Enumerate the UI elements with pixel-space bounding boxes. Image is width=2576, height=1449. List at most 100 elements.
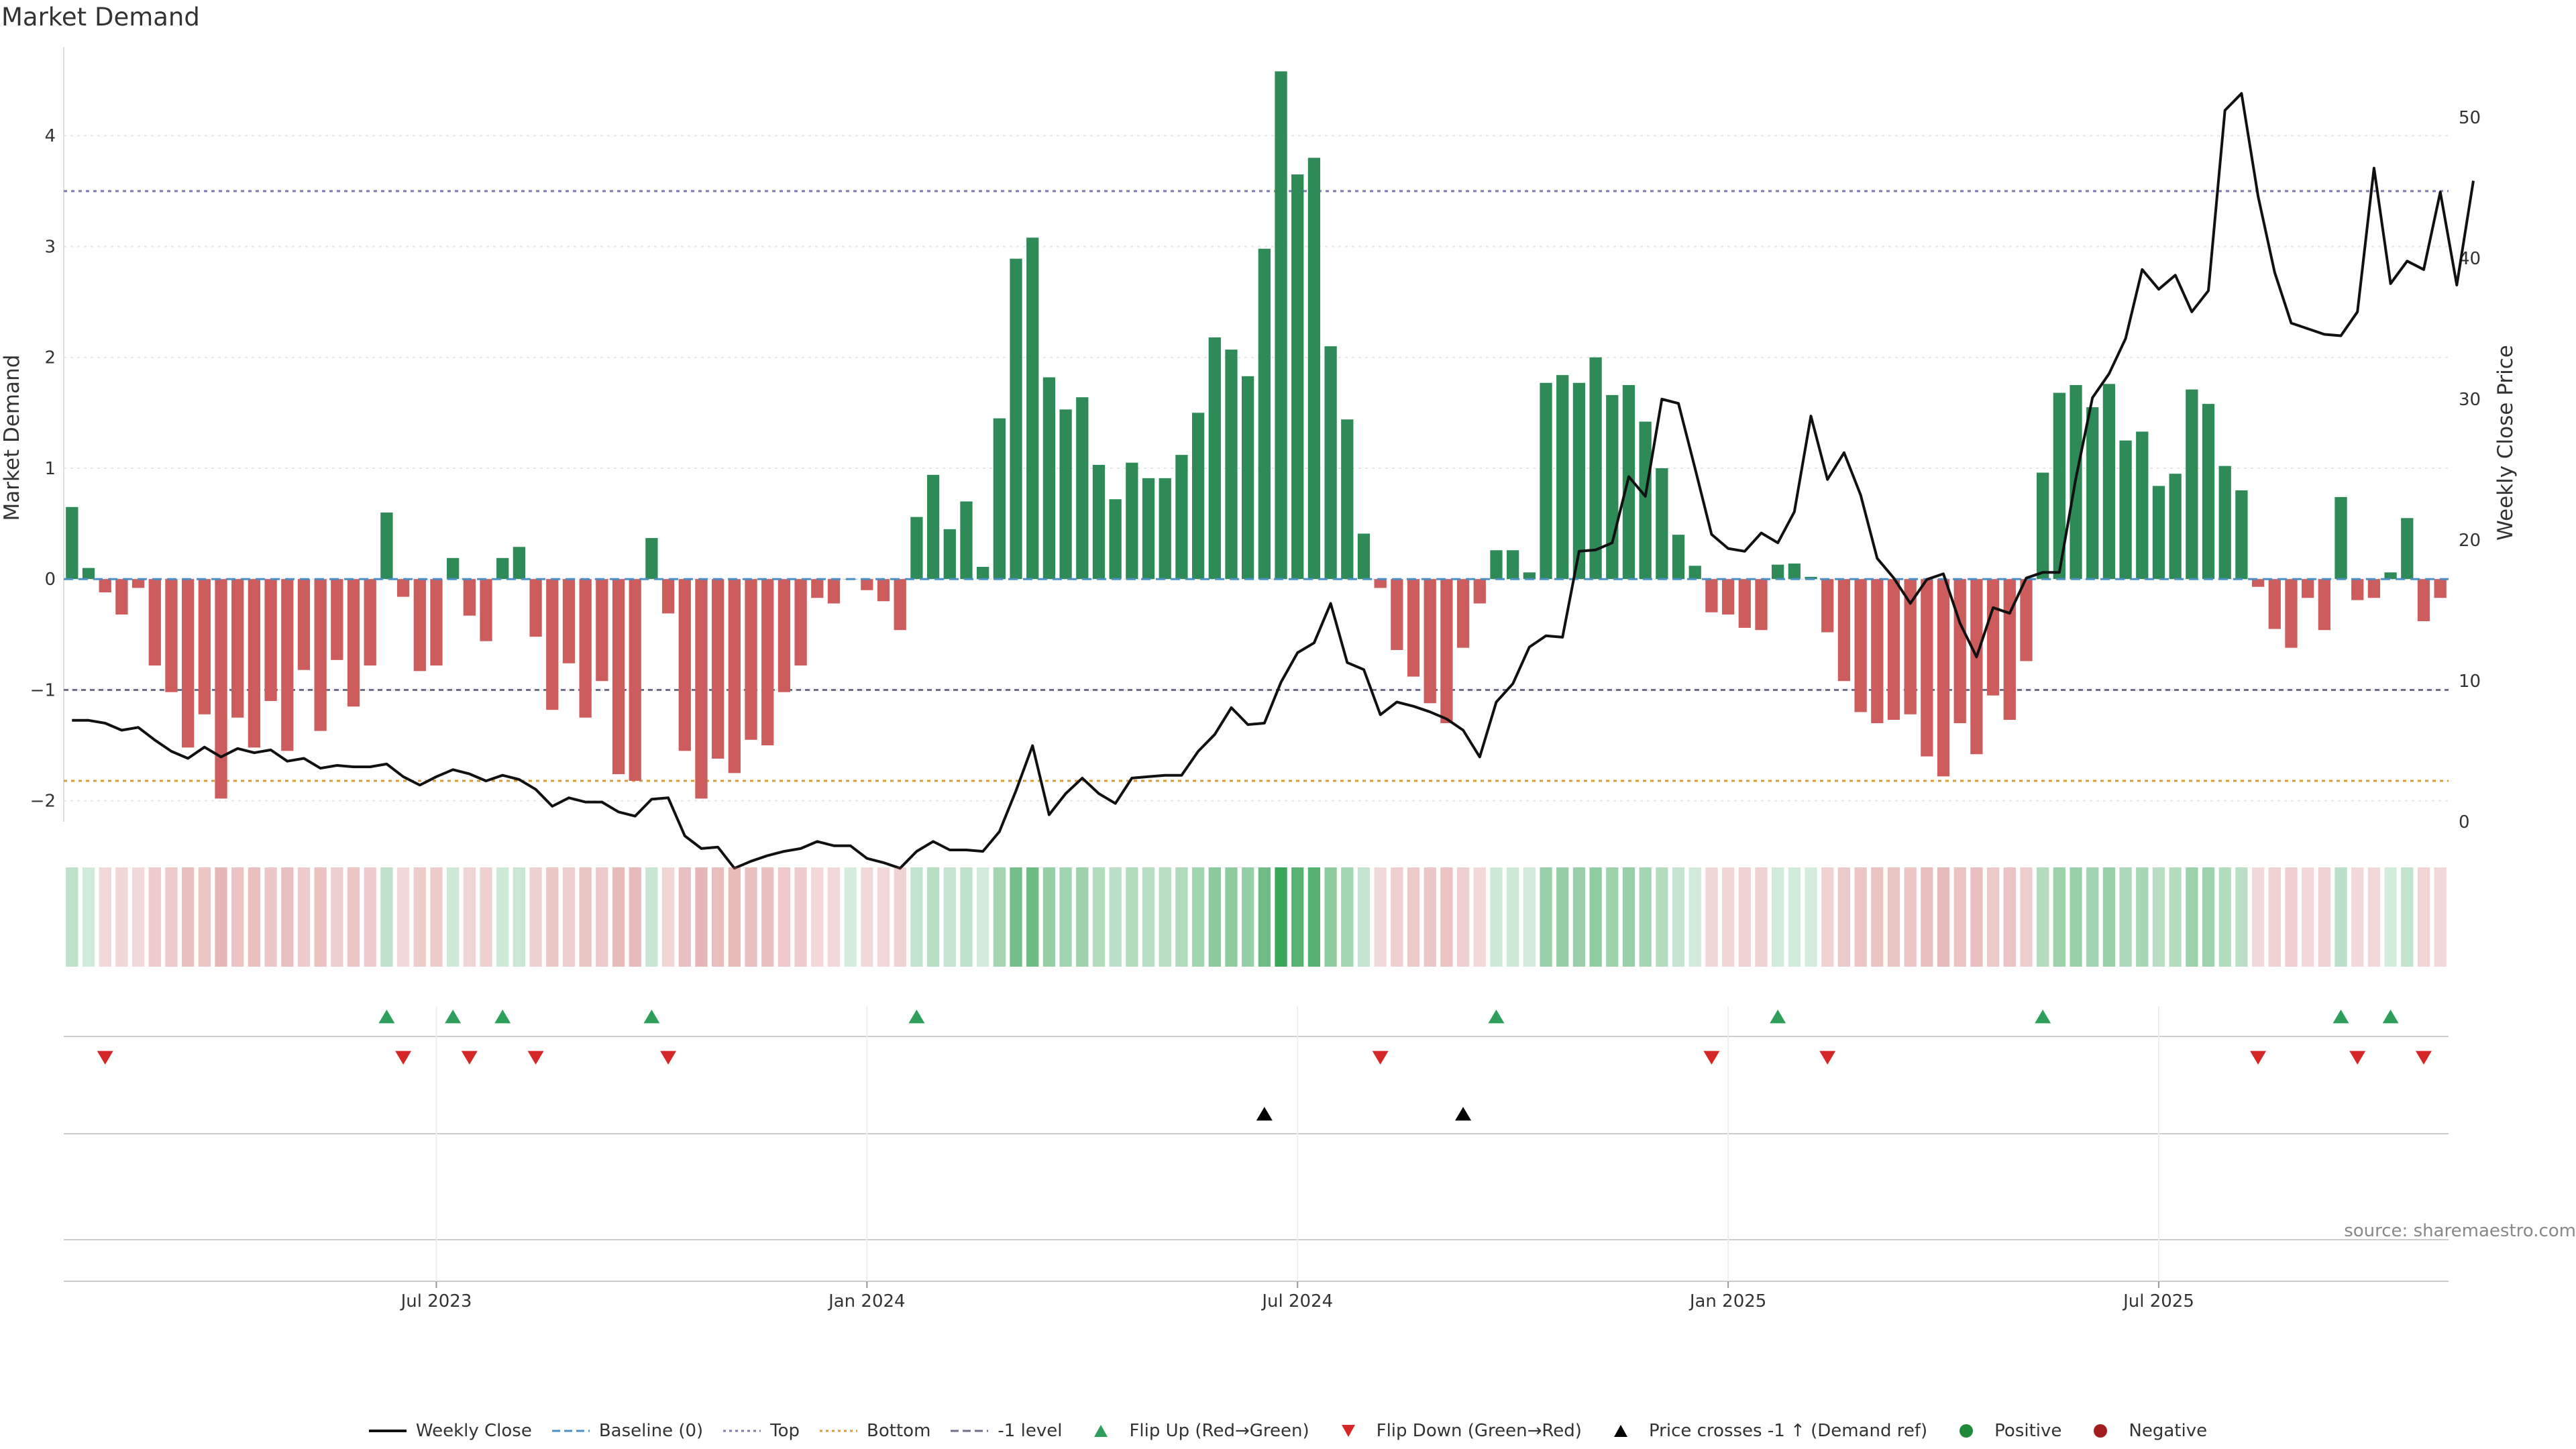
heat-strip-cell	[1042, 867, 1056, 967]
heat-strip-cell	[612, 867, 625, 967]
demand-bar	[1456, 579, 1470, 648]
demand-bar	[2367, 579, 2381, 598]
demand-bar	[877, 579, 890, 602]
demand-bar	[977, 567, 989, 580]
x-tick-label: Jul 2023	[400, 1291, 472, 1311]
y2-axis-label: Weekly Close Price	[2493, 345, 2518, 541]
heat-strip-cell	[1324, 867, 1337, 967]
heat-strip-cell	[215, 867, 227, 967]
demand-bar	[1821, 579, 1834, 633]
heat-strip-cell	[1357, 867, 1371, 967]
demand-bar	[1424, 579, 1436, 704]
legend-label: Flip Down (Green→Red)	[1376, 1421, 1582, 1441]
x-tick-label: Jul 2024	[1260, 1291, 1333, 1311]
x-tick-label: Jan 2024	[827, 1291, 906, 1311]
demand-bar	[2285, 579, 2298, 648]
demand-bar	[2235, 490, 2248, 580]
demand-bar	[861, 579, 873, 590]
demand-bar	[480, 579, 492, 641]
demand-bar	[1688, 566, 1701, 580]
heat-strip-cell	[712, 867, 724, 967]
legend-swatch	[1341, 1425, 1355, 1437]
heat-strip-cell	[198, 867, 211, 967]
demand-bar	[496, 557, 509, 580]
heat-strip-cell	[1837, 867, 1851, 967]
demand-bar	[1440, 579, 1453, 724]
heat-strip-cell	[1672, 867, 1685, 967]
demand-bar	[1523, 572, 1536, 580]
demand-bar	[894, 579, 906, 631]
weekly-close-price-line	[72, 92, 2475, 870]
demand-bar	[1258, 248, 1271, 580]
heat-strip-cell	[1523, 867, 1536, 967]
heat-strip-cell	[1291, 867, 1304, 967]
demand-bar	[1904, 579, 1917, 714]
demand-bar	[1391, 579, 1403, 650]
demand-bar	[1026, 237, 1039, 580]
heat-strip-cell	[380, 867, 393, 967]
heat-strip-cell	[1805, 867, 1817, 967]
demand-bar	[579, 579, 592, 718]
demand-bar	[827, 579, 841, 604]
heat-strip-cell	[1225, 867, 1238, 967]
flip-down-marker	[1703, 1051, 1720, 1065]
y-tick-label: −1	[30, 680, 56, 700]
demand-bar	[1572, 382, 1586, 580]
heat-strip-cell	[894, 867, 906, 967]
heat-strip-cell	[678, 867, 691, 967]
heat-strip-cell	[2268, 867, 2281, 967]
heat-strip-cell	[579, 867, 592, 967]
demand-bar	[2102, 384, 2116, 580]
demand-bar	[629, 579, 641, 781]
heat-strip-cell	[1688, 867, 1701, 967]
flip-down-marker	[527, 1051, 544, 1065]
demand-bar	[2086, 407, 2099, 580]
demand-bar	[2401, 518, 2414, 580]
legend-label: Negative	[2129, 1421, 2208, 1441]
demand-bar	[1010, 258, 1022, 580]
legend-swatch	[820, 1430, 858, 1432]
demand-bar	[82, 568, 95, 580]
legend-label: Positive	[1994, 1421, 2062, 1441]
heat-strip-cell	[2417, 867, 2430, 967]
heat-strip-cell	[2251, 867, 2265, 967]
heat-strip-cell	[529, 867, 542, 967]
heat-strip-cell	[1159, 867, 1171, 967]
demand-bar	[513, 547, 526, 580]
demand-bar	[1092, 464, 1106, 580]
legend-swatch	[1094, 1425, 1108, 1437]
demand-bar	[2351, 579, 2364, 600]
heat-strip-cell	[2119, 867, 2132, 967]
demand-bar	[1042, 377, 1056, 580]
demand-bar	[2020, 579, 2033, 661]
legend-swatch	[723, 1430, 761, 1432]
heat-strip-cell	[2037, 867, 2049, 967]
demand-bar	[1307, 158, 1321, 580]
heat-strip-cell	[1275, 867, 1287, 967]
heat-strip-cell	[1142, 867, 1155, 967]
heat-strip-cell	[794, 867, 807, 967]
flip-up-marker	[908, 1010, 925, 1024]
demand-bar	[447, 557, 460, 580]
heat-strip-cell	[926, 867, 940, 967]
demand-bar	[645, 538, 658, 580]
heat-strip-cell	[1473, 867, 1486, 967]
heat-strip-cell	[281, 867, 294, 967]
legend-swatch	[1613, 1425, 1627, 1437]
demand-bar	[1837, 579, 1851, 682]
demand-bar	[1755, 579, 1768, 631]
heat-strip-cell	[1540, 867, 1552, 967]
heat-strip-cell	[2351, 867, 2364, 967]
demand-bar	[396, 579, 410, 597]
legend-swatch	[551, 1430, 590, 1432]
legend-item-cross: Price crosses -1 ↑ (Demand ref)	[1602, 1421, 1927, 1441]
heat-strip-cell	[1854, 867, 1867, 967]
heat-strip-cell	[1589, 867, 1602, 967]
demand-bar	[1291, 174, 1304, 580]
demand-bar	[661, 579, 675, 614]
demand-bar	[1672, 535, 1685, 580]
heat-strip-cell	[496, 867, 509, 967]
heat-strip-cell	[645, 867, 658, 967]
demand-bar	[1721, 579, 1735, 615]
demand-bar	[1986, 579, 2000, 696]
